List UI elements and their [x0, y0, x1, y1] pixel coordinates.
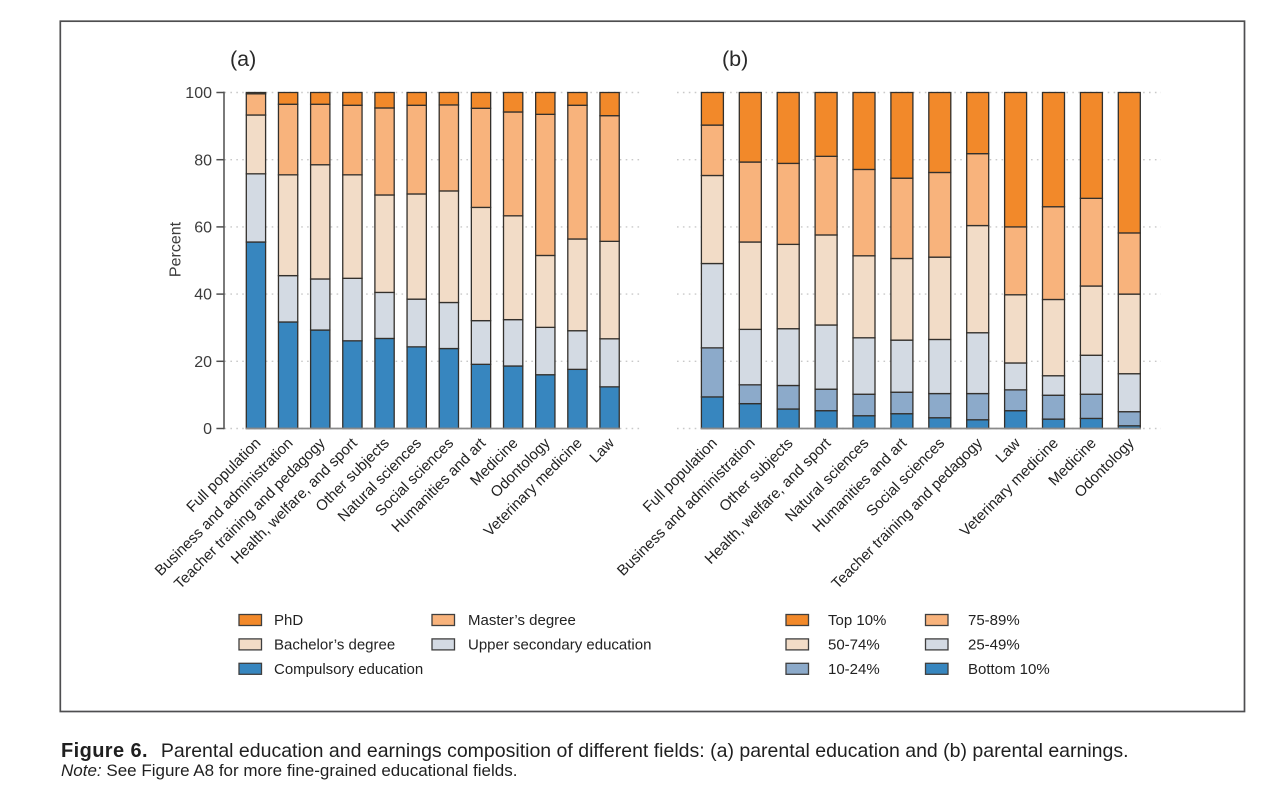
svg-text:Figure 6. Parental education a: Figure 6. Parental education and earning…: [61, 740, 1129, 762]
svg-text:10-24%: 10-24%: [828, 661, 880, 678]
svg-text:Note: See Figure A8 for more f: Note: See Figure A8 for more fine-graine…: [61, 761, 517, 780]
svg-text:80: 80: [194, 152, 212, 169]
svg-text:75-89%: 75-89%: [968, 612, 1020, 629]
svg-text:Bottom 10%: Bottom 10%: [968, 661, 1050, 678]
svg-text:20: 20: [194, 354, 212, 371]
svg-text:60: 60: [194, 220, 212, 237]
svg-text:40: 40: [194, 287, 212, 304]
svg-text:Upper secondary education: Upper secondary education: [468, 637, 651, 654]
svg-text:50-74%: 50-74%: [828, 637, 880, 654]
svg-text:Bachelor’s degree: Bachelor’s degree: [274, 637, 395, 654]
svg-text:Master’s degree: Master’s degree: [468, 612, 576, 629]
svg-text:(a): (a): [230, 47, 256, 71]
svg-text:Compulsory education: Compulsory education: [274, 661, 423, 678]
svg-text:25-49%: 25-49%: [968, 637, 1020, 654]
svg-text:PhD: PhD: [274, 612, 303, 629]
svg-text:100: 100: [185, 85, 212, 102]
svg-text:Percent: Percent: [168, 221, 185, 277]
svg-text:(b): (b): [722, 47, 748, 71]
svg-text:Top 10%: Top 10%: [828, 612, 886, 629]
svg-text:0: 0: [203, 421, 212, 438]
